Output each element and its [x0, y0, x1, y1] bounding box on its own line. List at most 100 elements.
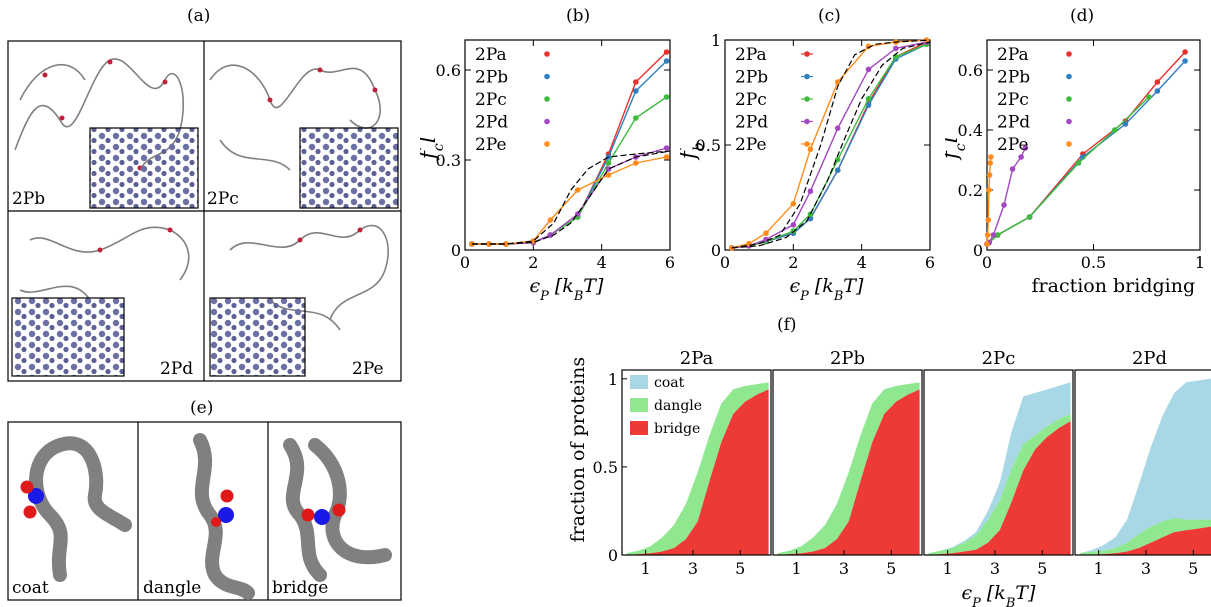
- panel-label-c: (c): [818, 6, 841, 26]
- x-tick-label: 5: [1188, 559, 1198, 578]
- data-point-2Pe: [988, 154, 994, 160]
- data-point-2Pc: [1075, 160, 1082, 166]
- data-point-2Pe: [986, 187, 992, 193]
- x-tick-label: 3: [1141, 559, 1151, 578]
- legend-label-2Pd: 2Pd: [997, 113, 1030, 133]
- legend-marker-2Pe: [544, 141, 550, 147]
- legend-label-2Pc: 2Pc: [997, 90, 1029, 110]
- data-point-2Pd: [893, 45, 899, 52]
- legend-label-coat: coat: [654, 375, 685, 391]
- data-point-2Pd: [663, 145, 670, 151]
- inset-2Pe: [209, 297, 306, 377]
- data-point-2Pe: [987, 160, 993, 166]
- protein-bridge-blue: [314, 509, 330, 525]
- protein-bridge-red: [301, 508, 315, 522]
- snapshot-label-2Pc: 2Pc: [207, 189, 239, 209]
- state-label-coat: coat: [12, 578, 49, 598]
- data-point-2Pe: [486, 241, 492, 247]
- data-point-2Pe: [865, 43, 872, 50]
- area-bridge-2Pb: [777, 389, 920, 555]
- x-tick-label: 5: [735, 559, 745, 578]
- plot-frame: [464, 39, 671, 251]
- data-point-2Pd: [1018, 154, 1024, 160]
- snapshot-panel: 2Pb 2Pc 2Pd 2Pe: [7, 40, 402, 382]
- data-point-2Pe: [574, 187, 581, 193]
- x-axis-label: ϵP [kBT]: [530, 275, 604, 304]
- protein-dangle-red: [220, 489, 234, 503]
- x-tick-label: 3: [990, 559, 1000, 578]
- protein-bridge-red2: [332, 503, 346, 517]
- data-point-2Pc: [834, 156, 841, 163]
- y-tick-label: 0: [711, 241, 721, 260]
- data-point-2Pa: [1154, 79, 1161, 85]
- data-point-2Pa: [633, 79, 639, 85]
- legend-label-2Pe: 2Pe: [475, 135, 507, 155]
- data-point-2Pe: [547, 217, 554, 223]
- y-tick-label: 0.6: [958, 61, 983, 80]
- panel-label-d: (d): [1070, 6, 1095, 26]
- x-axis-label: fraction bridging: [1032, 275, 1196, 297]
- data-point-2Pc: [1146, 94, 1152, 100]
- data-point-2Pc: [605, 160, 612, 166]
- y-tick-label: 0.5: [696, 136, 721, 155]
- protein-dangle-red2: [211, 517, 221, 527]
- data-point-2Pc: [663, 94, 670, 100]
- legend-label-2Pe: 2Pe: [735, 135, 767, 155]
- x-tick-label: 4: [597, 253, 607, 272]
- x-tick-label: 1: [1195, 253, 1205, 272]
- x-tick-label: 1: [792, 559, 802, 578]
- data-point-2Pe: [985, 217, 992, 223]
- data-point-2Pe: [984, 241, 990, 247]
- polymer-dangle: [193, 433, 255, 600]
- y-tick-label: 1: [711, 31, 721, 50]
- snapshot-label-2Pb: 2Pb: [12, 189, 45, 209]
- legend-label-2Pb: 2Pb: [997, 68, 1030, 88]
- y-tick-label: 0: [608, 546, 618, 565]
- x-tick-label: 1: [641, 559, 651, 578]
- data-point-2Pe: [923, 37, 930, 43]
- x-tick-label: 1: [1094, 559, 1104, 578]
- x-tick-label: 0: [460, 253, 470, 272]
- area-dangle-2Pb: [777, 382, 920, 555]
- legend-label-2Pb: 2Pb: [475, 68, 508, 88]
- series-line-2Pe: [471, 156, 667, 245]
- data-point-2Pc: [807, 211, 814, 218]
- legend-marker-2Pd: [544, 118, 550, 125]
- panel-label-f: (f): [777, 315, 797, 335]
- data-point-2Pc: [893, 54, 899, 60]
- area-bridge-2Pd: [1079, 526, 1211, 555]
- x-axis-label: ϵP [kBT]: [790, 275, 864, 304]
- y-tick-label: 0.4: [958, 121, 983, 140]
- y-tick-label: 0.6: [436, 61, 461, 80]
- data-point-2Pe: [984, 232, 991, 238]
- data-point-2Pb: [663, 58, 670, 64]
- data-point-2Pc: [865, 96, 872, 102]
- legend-label-2Pd: 2Pd: [475, 113, 508, 133]
- data-point-2Pe: [986, 172, 993, 178]
- legend-marker-2Pa: [544, 51, 550, 57]
- data-point-2Pe: [663, 154, 670, 160]
- series-line-reference: [471, 150, 671, 245]
- data-point-2Pc: [633, 115, 639, 121]
- data-point-2Pd: [1009, 166, 1016, 172]
- inset-2Pc: [299, 127, 399, 209]
- panel-label-b: (b): [566, 6, 591, 26]
- y-tick-label: 0.3: [436, 151, 461, 170]
- legend-marker-2Pa: [1066, 51, 1072, 57]
- legend-label-2Pa: 2Pa: [735, 45, 767, 65]
- data-point-2Pe: [834, 79, 841, 85]
- legend-marker-2Pb: [544, 73, 550, 80]
- y-tick-label: 0: [973, 241, 983, 260]
- area-panel-2Pc: 2Pc 1 3 5: [923, 348, 1074, 578]
- data-point-2Pd: [1022, 145, 1029, 151]
- y-axis-label: fraction of proteins: [567, 357, 589, 543]
- area-panel-2Pd: 2Pd 1 3 5: [1074, 348, 1211, 578]
- area-dangle-2Pc: [928, 414, 1071, 555]
- legend-swatch-dangle: [630, 398, 648, 412]
- x-tick-label: 2: [528, 253, 538, 272]
- legend-label-2Pe: 2Pe: [997, 135, 1029, 155]
- legend-label-2Pa: 2Pa: [997, 45, 1029, 65]
- data-point-2Pa: [663, 49, 670, 55]
